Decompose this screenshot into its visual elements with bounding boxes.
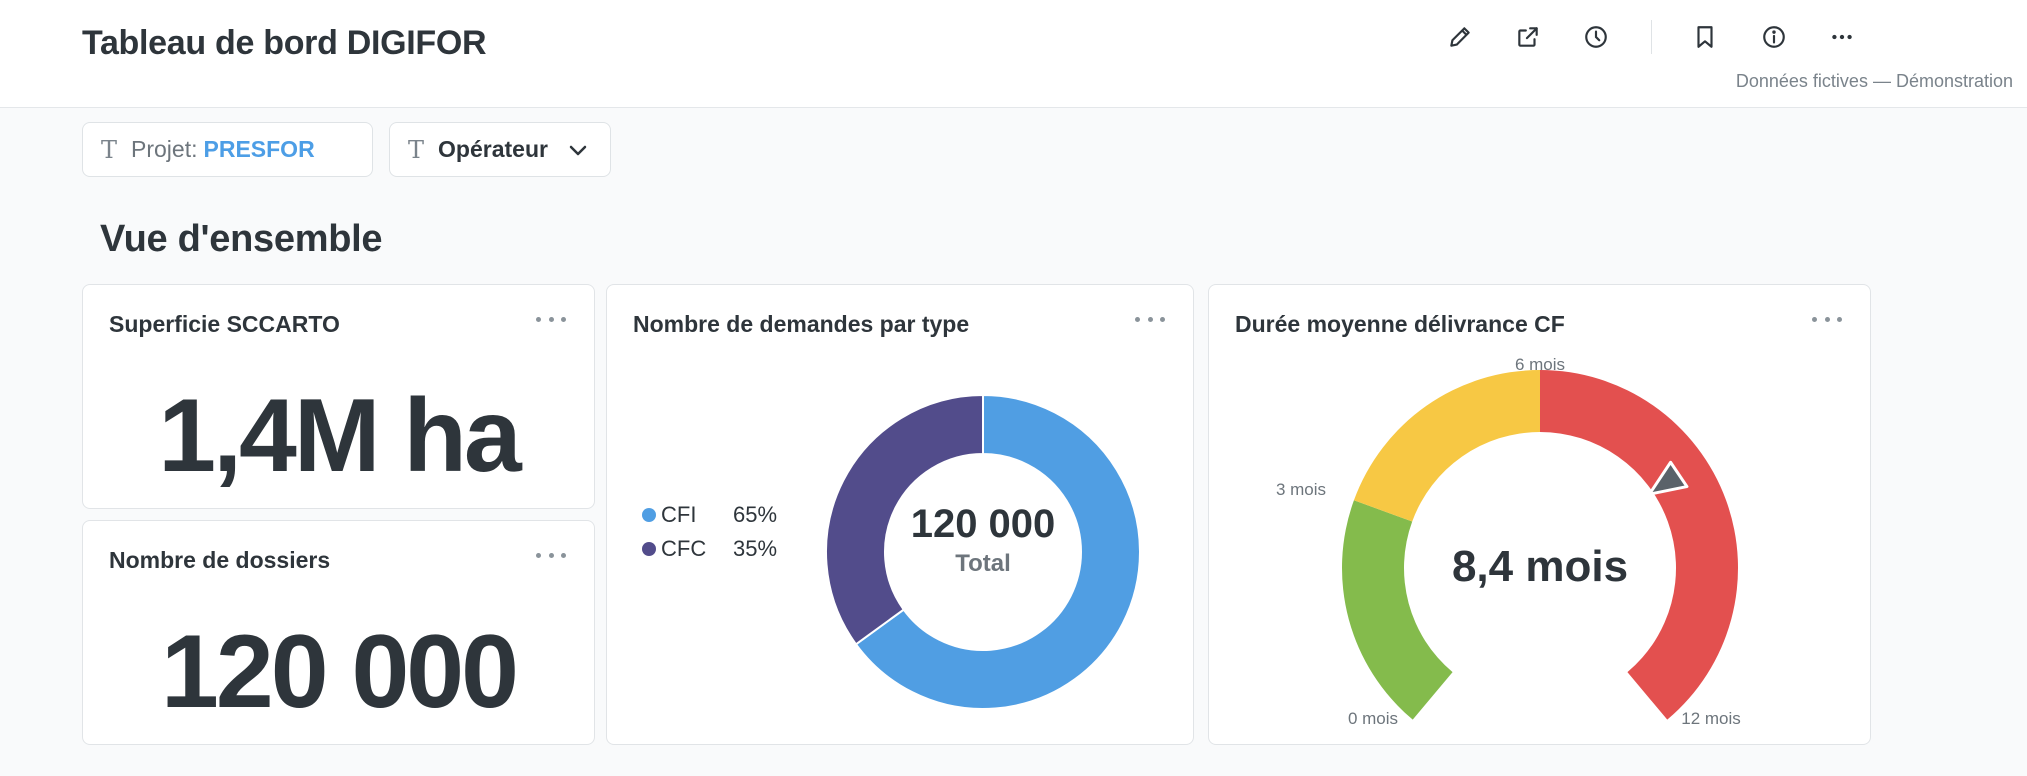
gauge-segment-2 <box>1540 370 1738 720</box>
card-superficie: Superficie SCCARTO 1,4M ha <box>82 284 595 509</box>
donut-total-value: 120 000 <box>911 502 1056 546</box>
card-menu-icon[interactable] <box>536 309 566 329</box>
bookmark-icon[interactable] <box>1683 20 1727 54</box>
card-menu-icon[interactable] <box>536 545 566 565</box>
text-type-icon: T <box>408 135 425 164</box>
filter-operateur[interactable]: T Opérateur <box>389 122 611 177</box>
filter-operateur-label: Opérateur <box>438 136 548 162</box>
card-dossiers: Nombre de dossiers 120 000 <box>82 520 595 745</box>
card-demandes: Nombre de demandes par type CFI 65% CFC 35%… <box>606 284 1194 745</box>
filter-projet-label: Projet: <box>131 136 198 162</box>
gauge-chart: 8,4 mois 6 mois 3 mois 0 mois 12 mois <box>1276 355 1741 728</box>
donut-chart: CFI 65% CFC 35% 120 000 Total <box>642 393 1141 710</box>
donut-total-label: Total <box>955 550 1011 577</box>
legend-percent: 35% <box>733 536 777 561</box>
gauge-label-mid: 6 mois <box>1515 355 1565 374</box>
card-duree: Durée moyenne délivrance CF 8,4 mois 6 m… <box>1208 284 1871 745</box>
donut-slice-cfi[interactable] <box>854 393 1141 710</box>
gauge-segment-0 <box>1342 500 1453 720</box>
toolbar-divider <box>1651 20 1652 54</box>
card-title: Durée moyenne délivrance CF <box>1235 311 1565 337</box>
legend-dot <box>642 508 656 522</box>
legend-dot <box>642 542 656 556</box>
card-title: Superficie SCCARTO <box>109 311 340 337</box>
donut-slice-cfc[interactable] <box>825 393 984 646</box>
dashboard-title: Tableau de bord DIGIFOR <box>82 24 487 62</box>
clock-icon[interactable] <box>1574 20 1618 54</box>
gauge-pointer <box>1647 460 1689 496</box>
dashboard-subtitle: Données fictives — Démonstration <box>1735 71 2013 91</box>
legend-percent: 65% <box>733 502 777 527</box>
card-title: Nombre de demandes par type <box>633 311 970 337</box>
legend-label: CFC <box>661 536 706 561</box>
card-menu-icon[interactable] <box>1135 309 1165 329</box>
more-icon[interactable] <box>1820 20 1864 54</box>
info-icon[interactable] <box>1752 20 1796 54</box>
scalar-value: 1,4M ha <box>158 378 521 494</box>
section-title: Vue d'ensemble <box>100 218 383 260</box>
legend-label: CFI <box>661 502 696 527</box>
gauge-label-q1: 3 mois <box>1276 480 1326 499</box>
share-icon[interactable] <box>1506 20 1550 54</box>
gauge-value: 8,4 mois <box>1452 542 1628 591</box>
card-menu-icon[interactable] <box>1812 309 1842 329</box>
gauge-segment-1 <box>1353 370 1540 522</box>
dashboard-header: Tableau de bord DIGIFOR Données fictives… <box>0 0 2027 108</box>
card-title: Nombre de dossiers <box>109 547 331 573</box>
text-type-icon: T <box>101 135 118 164</box>
gauge-label-min: 0 mois <box>1348 709 1398 728</box>
filter-projet[interactable]: T Projet: PRESFOR <box>82 122 373 177</box>
pencil-icon[interactable] <box>1438 20 1482 54</box>
filter-projet-value: PRESFOR <box>203 136 315 162</box>
chevron-down-icon <box>569 145 587 155</box>
gauge-label-max: 12 mois <box>1681 709 1741 728</box>
scalar-value: 120 000 <box>161 614 519 730</box>
